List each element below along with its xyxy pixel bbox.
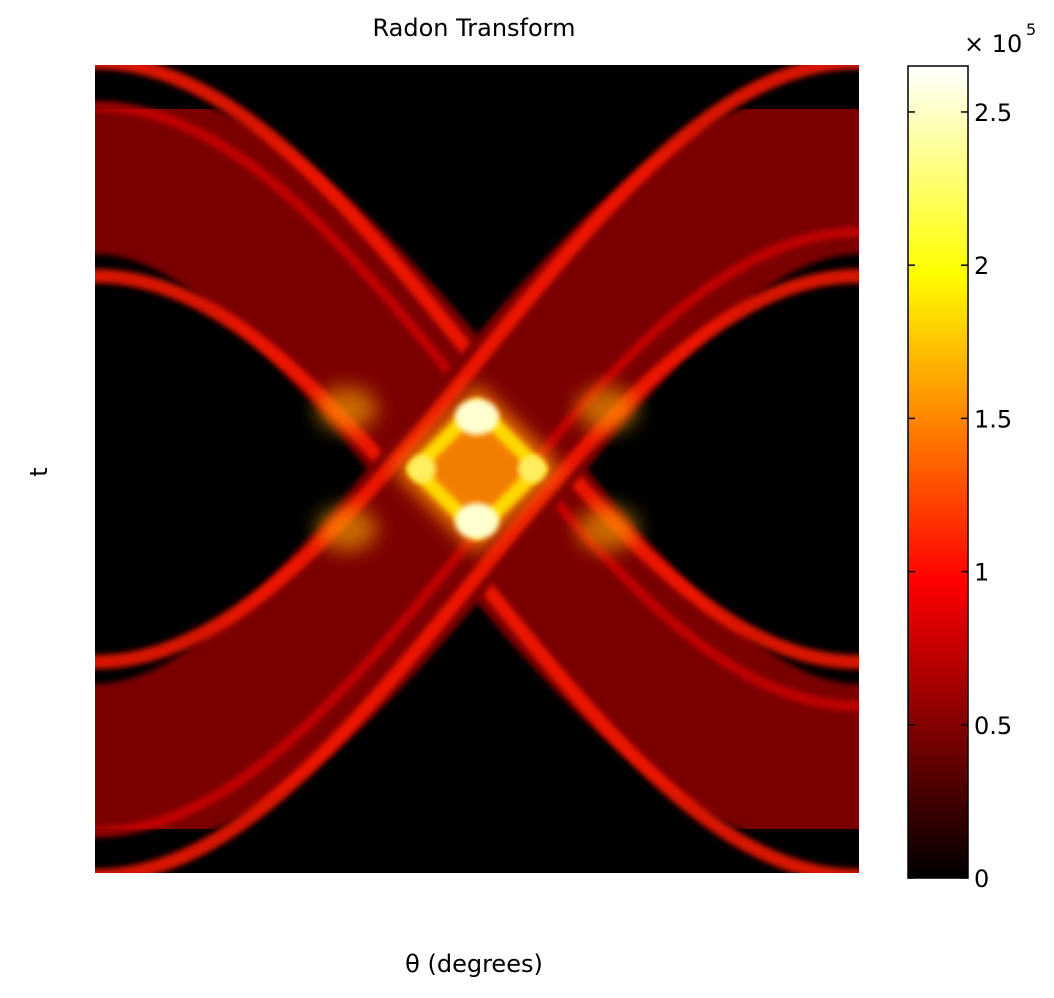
sinogram-peak — [317, 387, 377, 431]
colorbar: 0 0.5 1 1.5 2 2.5 × 10 5 — [908, 20, 1036, 893]
sinogram-peak — [408, 455, 436, 483]
colorbar-exponent-label: × 10 — [964, 30, 1022, 58]
colorbar-exponent-power: 5 — [1026, 20, 1036, 39]
colorbar-tick-label: 2.5 — [974, 99, 1012, 127]
chart-title: Radon Transform — [373, 14, 576, 42]
colorbar-tick-label: 0.5 — [974, 712, 1012, 740]
heatmap-image — [75, 62, 879, 876]
sinogram-peak — [455, 503, 499, 539]
sinogram-peak — [317, 507, 377, 551]
sinogram-peak — [577, 387, 637, 431]
y-axis-label: t — [25, 467, 53, 476]
sinogram-peak — [577, 507, 637, 551]
colorbar-tick-label: 2 — [974, 252, 989, 280]
x-axis-label: θ (degrees) — [405, 950, 543, 978]
sinogram-peak — [518, 455, 546, 483]
colorbar-tick-label: 0 — [974, 865, 989, 893]
sinogram-peak — [455, 399, 499, 435]
colorbar-tick-label: 1 — [974, 559, 989, 587]
colorbar-tick-label: 1.5 — [974, 405, 1012, 433]
colorbar-gradient — [908, 66, 968, 878]
